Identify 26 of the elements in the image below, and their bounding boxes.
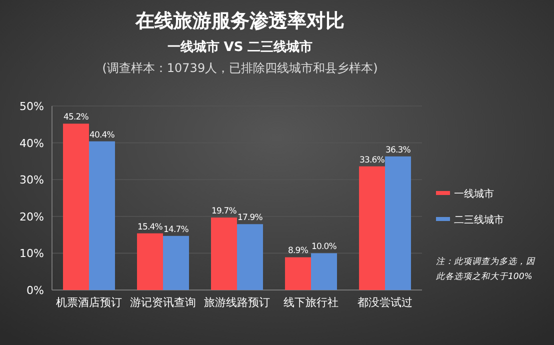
data-label: 17.9%: [237, 213, 263, 224]
data-label: 33.6%: [359, 155, 385, 166]
y-tick-label: 10%: [20, 247, 44, 260]
y-tick-label: 30%: [20, 174, 44, 187]
x-tick-label: 游记资讯查询: [130, 296, 196, 309]
data-label: 10.0%: [311, 242, 337, 252]
x-tick-label: 旅游线路预订: [204, 296, 270, 309]
data-label: 14.7%: [163, 224, 189, 235]
x-tick-label: 机票酒店预订: [56, 296, 122, 309]
data-label: 8.9%: [288, 246, 308, 256]
y-tick-label: 50%: [20, 100, 44, 113]
x-tick-label: 线下旅行社: [284, 296, 338, 309]
x-tick-label: 都没尝试过: [358, 296, 412, 309]
data-label: 45.2%: [63, 112, 89, 123]
chart-subtitle: 一线城市 VS 二三线城市 (调查样本：10739人，已排除四线城市和县乡样本): [102, 39, 378, 75]
data-label: 36.3%: [385, 145, 411, 156]
data-label: 15.4%: [137, 222, 163, 232]
y-tick-label: 20%: [20, 210, 44, 224]
y-tick-label: 0%: [26, 284, 44, 297]
y-tick-label: 40%: [20, 136, 44, 150]
legend-label: 一线城市: [454, 188, 494, 200]
chart-title: 在线旅游服务渗透率对比: [134, 10, 344, 32]
data-label: 19.7%: [211, 206, 237, 217]
text: 注：此项调查为多选，因此各选项之和大于100%: [436, 256, 536, 282]
legend-label: 二三线城市: [454, 214, 504, 226]
data-label: 40.4%: [89, 130, 115, 140]
